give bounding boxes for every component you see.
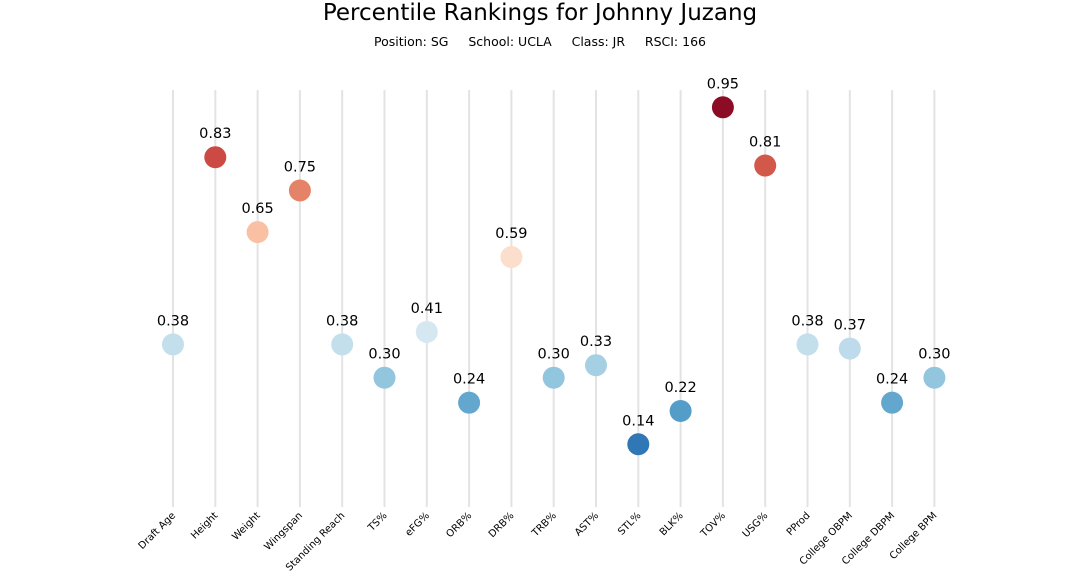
tick-label-trb-pct: TRB% <box>530 510 559 539</box>
tick-label-pprod: PProd <box>785 510 813 538</box>
tick-label-efg-pct: eFG% <box>404 510 432 538</box>
tick-label-blk-pct: BLK% <box>658 510 686 538</box>
chart-subtitle: Position: SG School: UCLA Class: JR RSCI… <box>374 34 706 49</box>
value-label-tov-pct: 0.95 <box>707 76 739 92</box>
tick-label-drb-pct: DRB% <box>487 510 517 540</box>
value-label-usg-pct: 0.81 <box>749 135 781 151</box>
point-ts-pct <box>373 366 396 389</box>
value-label-ts-pct: 0.30 <box>368 347 400 363</box>
tick-label-ast-pct: AST% <box>573 510 601 538</box>
point-drb-pct <box>500 246 523 269</box>
value-label-stl-pct: 0.14 <box>622 413 654 429</box>
tick-label-height: Height <box>189 510 220 541</box>
point-college-obpm <box>838 337 861 360</box>
value-label-college-bpm: 0.30 <box>918 347 950 363</box>
point-trb-pct <box>542 366 565 389</box>
tick-label-orb-pct: ORB% <box>444 510 474 540</box>
point-usg-pct <box>754 154 777 177</box>
point-pprod <box>796 333 819 356</box>
value-label-weight: 0.65 <box>241 201 273 217</box>
tick-label-wingspan: Wingspan <box>262 510 305 553</box>
point-weight <box>246 221 269 244</box>
point-orb-pct <box>458 391 481 414</box>
tick-label-ts-pct: TS% <box>366 510 390 534</box>
value-label-orb-pct: 0.24 <box>453 372 485 388</box>
value-label-ast-pct: 0.33 <box>580 334 612 350</box>
tick-label-stl-pct: STL% <box>616 510 643 537</box>
point-blk-pct <box>669 399 692 422</box>
point-efg-pct <box>415 320 438 343</box>
point-height <box>204 146 227 169</box>
tick-label-draft-age: Draft Age <box>137 510 179 552</box>
tick-label-usg-pct: USG% <box>741 510 771 540</box>
point-draft-age <box>162 333 184 356</box>
value-label-standing-reach: 0.38 <box>326 313 358 329</box>
tick-label-tov-pct: TOV% <box>698 510 728 540</box>
value-label-trb-pct: 0.30 <box>538 347 570 363</box>
point-ast-pct <box>585 354 607 377</box>
value-label-efg-pct: 0.41 <box>411 301 443 317</box>
value-label-college-dbpm: 0.24 <box>876 372 908 388</box>
point-college-dbpm <box>881 391 904 414</box>
point-stl-pct <box>627 433 650 456</box>
chart-title: Percentile Rankings for Johnny Juzang <box>322 0 758 26</box>
value-label-height: 0.83 <box>199 126 231 142</box>
point-tov-pct <box>711 96 734 119</box>
value-label-blk-pct: 0.22 <box>664 380 696 396</box>
value-label-college-obpm: 0.37 <box>834 318 866 334</box>
point-college-bpm <box>923 366 946 389</box>
value-label-draft-age: 0.38 <box>157 313 189 329</box>
value-label-pprod: 0.38 <box>791 313 823 329</box>
value-label-wingspan: 0.75 <box>284 160 316 176</box>
point-standing-reach <box>331 333 354 356</box>
value-label-drb-pct: 0.59 <box>495 226 527 242</box>
point-wingspan <box>288 179 311 202</box>
tick-label-weight: Weight <box>230 510 262 542</box>
